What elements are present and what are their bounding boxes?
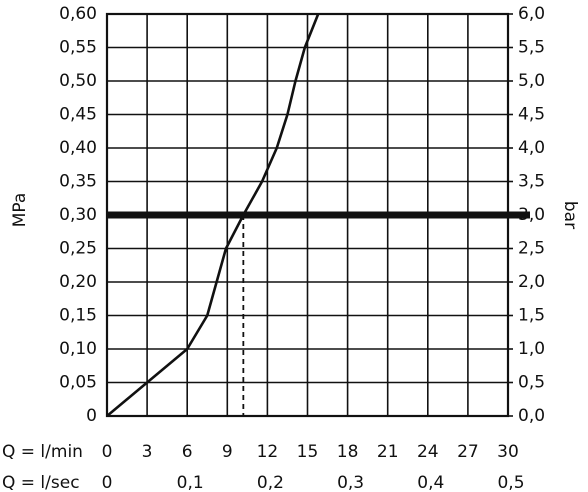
x2-tick-label: 0,5 — [497, 473, 524, 492]
y2-tick-label: 4,5 — [518, 105, 545, 125]
y-tick-label: 0,55 — [59, 38, 97, 58]
y-tick-label: 0 — [86, 406, 97, 426]
x-axis-label: Q = l/min — [2, 442, 83, 462]
y2-tick-label: 3,5 — [518, 172, 545, 192]
x2-axis-label: Q = l/sec — [2, 473, 80, 492]
x-tick-label: 9 — [222, 442, 233, 462]
x-tick-label: 12 — [257, 442, 279, 462]
y-tick-label: 0,50 — [59, 71, 97, 91]
x2-tick-label: 0,1 — [177, 473, 204, 492]
y-axis-label: MPa — [10, 193, 30, 228]
x2-tick-label: 0,4 — [417, 473, 444, 492]
y-tick-label: 0,40 — [59, 138, 97, 158]
y-tick-label: 0,30 — [59, 205, 97, 225]
y-tick-label: 0,25 — [59, 239, 97, 259]
y2-tick-label: 1,5 — [518, 306, 545, 326]
y-tick-label: 0,10 — [59, 339, 97, 359]
x2-tick-label: 0 — [102, 473, 113, 492]
y2-tick-label: 2,0 — [518, 272, 545, 292]
y2-tick-label: 6,0 — [518, 4, 545, 24]
y-tick-label: 0,60 — [59, 4, 97, 24]
y2-tick-label: 0,5 — [518, 373, 545, 393]
y-tick-label: 0,35 — [59, 172, 97, 192]
x-tick-label: 24 — [417, 442, 439, 462]
y-tick-label: 0,45 — [59, 105, 97, 125]
y2-tick-label: 2,5 — [518, 239, 545, 259]
y2-tick-label: 4,0 — [518, 138, 545, 158]
x-tick-label: 6 — [182, 442, 193, 462]
y2-tick-label: 5,0 — [518, 71, 545, 91]
y-tick-label: 0,20 — [59, 272, 97, 292]
y2-axis-label: bar — [560, 201, 580, 229]
x-tick-label: 21 — [377, 442, 399, 462]
y2-tick-label: 5,5 — [518, 38, 545, 58]
x-tick-label: 15 — [297, 442, 319, 462]
y-tick-label: 0,05 — [59, 373, 97, 393]
x-tick-label: 3 — [142, 442, 153, 462]
y2-tick-label: 3,0 — [518, 205, 545, 225]
x-tick-label: 30 — [497, 442, 519, 462]
x-tick-label: 18 — [337, 442, 359, 462]
curve — [106, 13, 320, 417]
x-tick-label: 27 — [457, 442, 479, 462]
x-tick-label: 0 — [102, 442, 113, 462]
y2-tick-label: 0,0 — [518, 406, 545, 426]
y-tick-label: 0,15 — [59, 306, 97, 326]
x2-tick-label: 0,2 — [257, 473, 284, 492]
x2-tick-label: 0,3 — [337, 473, 364, 492]
y2-tick-label: 1,0 — [518, 339, 545, 359]
